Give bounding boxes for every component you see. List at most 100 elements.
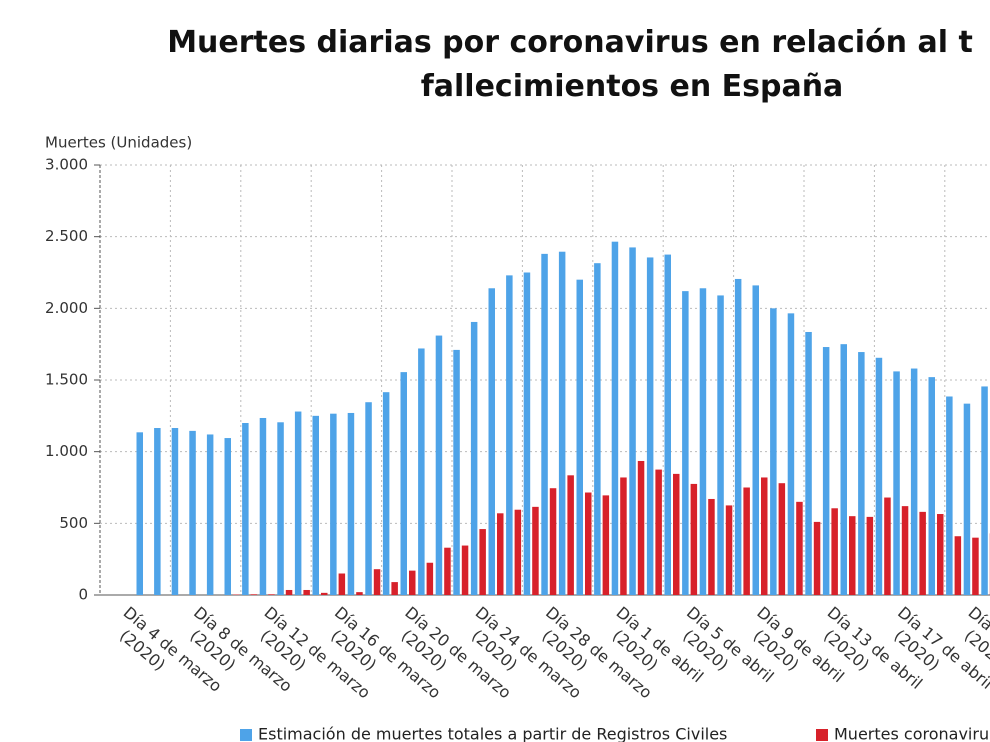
bar [453, 349, 460, 595]
bar [426, 562, 434, 595]
bar [532, 506, 539, 595]
bar [673, 473, 680, 595]
bar [594, 263, 601, 595]
bar [796, 501, 803, 595]
bar [277, 422, 284, 595]
bar [154, 428, 161, 595]
bar [805, 331, 812, 595]
y-tick-label: 0 [78, 586, 88, 604]
bar [576, 279, 583, 595]
bar [761, 477, 768, 595]
bar [506, 275, 513, 595]
bar [717, 295, 724, 595]
bar [708, 498, 715, 595]
legend-swatch [816, 729, 828, 741]
bar [479, 529, 486, 595]
bar [488, 288, 495, 595]
bar [611, 241, 619, 595]
chart-title: Muertes diarias por coronavirus en relac… [167, 25, 973, 60]
bar [470, 321, 478, 595]
bar [585, 492, 592, 595]
bar [242, 423, 249, 595]
legend-swatch [240, 729, 252, 741]
bar [558, 251, 566, 595]
bar [224, 438, 231, 595]
bar [655, 469, 662, 595]
bar [373, 569, 381, 595]
bar [972, 537, 979, 595]
bar [743, 487, 750, 595]
bar [637, 460, 645, 595]
bar [893, 371, 900, 595]
bar [330, 413, 337, 595]
bar [849, 516, 856, 595]
bar [461, 545, 469, 595]
bar [250, 594, 258, 595]
y-tick-label: 500 [59, 514, 88, 532]
bar [884, 497, 891, 595]
bar [347, 412, 355, 595]
bar [285, 589, 293, 595]
chart-title: fallecimientos en España [421, 69, 844, 104]
bar [409, 570, 416, 595]
bar [435, 335, 443, 595]
bar [189, 430, 196, 595]
bar [620, 477, 627, 595]
bar [901, 506, 909, 595]
bar [382, 392, 390, 595]
bar [303, 589, 310, 595]
y-tick-label: 2.000 [45, 299, 88, 317]
bar [910, 368, 918, 595]
bar [664, 254, 671, 596]
bar [523, 272, 531, 595]
bar [497, 513, 504, 595]
bar [602, 495, 610, 595]
bar [858, 352, 865, 595]
bar [840, 344, 847, 595]
bar [338, 573, 346, 595]
bar [391, 582, 398, 595]
y-tick-label: 2.500 [45, 227, 88, 245]
bar [813, 521, 821, 595]
bar [778, 483, 786, 595]
bar [356, 592, 363, 595]
bar [866, 516, 874, 595]
bar [268, 594, 275, 595]
bar [831, 508, 838, 595]
bar [699, 288, 707, 595]
bar [400, 372, 407, 595]
bar [294, 411, 302, 595]
bar [954, 536, 962, 595]
bar [963, 403, 971, 595]
bar [259, 417, 267, 595]
bar [321, 592, 328, 595]
bar [365, 402, 372, 595]
bar [682, 291, 689, 595]
bar [875, 357, 883, 595]
bar [919, 511, 926, 595]
bar [822, 347, 830, 595]
bar [690, 483, 698, 595]
bar [206, 434, 214, 595]
bar [541, 253, 548, 595]
legend-label: Estimación de muertes totales a partir d… [258, 725, 727, 742]
bar [981, 386, 988, 595]
bar [725, 505, 733, 595]
bar [514, 509, 522, 595]
bar [444, 547, 451, 595]
bar [629, 247, 636, 595]
y-axis-label: Muertes (Unidades) [45, 134, 192, 152]
bar [136, 432, 143, 595]
bar [549, 488, 557, 595]
bar [928, 377, 935, 595]
y-tick-label: 1.000 [45, 442, 88, 460]
bar [770, 308, 777, 595]
bar [646, 257, 654, 595]
bar [171, 428, 179, 595]
bar [787, 313, 795, 595]
bar [418, 348, 425, 595]
bar [752, 285, 759, 595]
y-tick-label: 1.500 [45, 371, 88, 389]
bar [567, 475, 574, 595]
